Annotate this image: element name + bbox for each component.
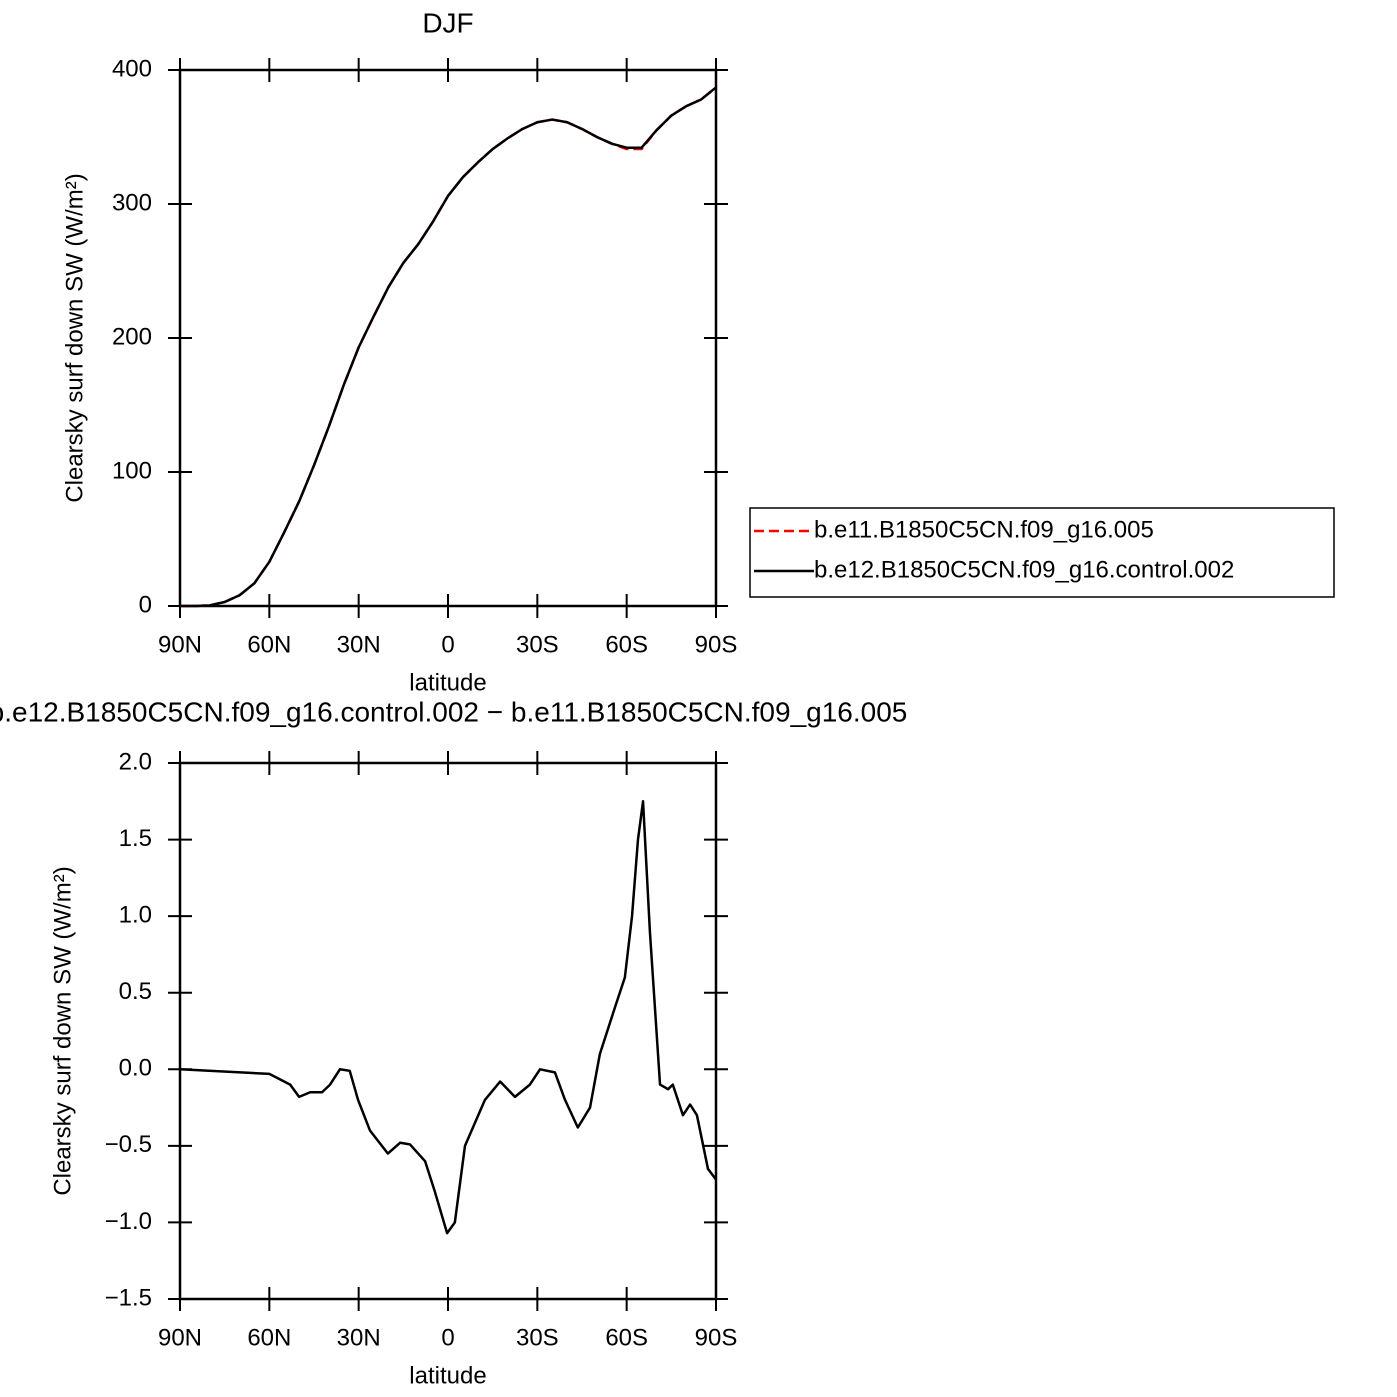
y-tick-label: 0 xyxy=(139,591,152,618)
x-tick-label: 90N xyxy=(158,631,202,658)
x-tick-label: 60S xyxy=(605,631,648,658)
y-tick-label: −0.5 xyxy=(105,1131,152,1158)
x-tick-label: 90S xyxy=(695,1324,738,1351)
y-tick-label: −1.5 xyxy=(105,1284,152,1311)
x-tick-label: 90S xyxy=(695,631,738,658)
chart-title: b.e12.B1850C5CN.f09_g16.control.002 − b.… xyxy=(0,696,907,727)
data-line xyxy=(180,86,717,608)
x-tick-label: 0 xyxy=(441,1324,454,1351)
y-axis-label: Clearsky surf down SW (W/m²) xyxy=(49,866,76,1195)
y-axis-label: Clearsky surf down SW (W/m²) xyxy=(61,173,88,502)
y-tick-label: 100 xyxy=(112,457,152,484)
data-line xyxy=(179,800,717,1235)
y-tick-label: 400 xyxy=(112,55,152,82)
y-tick-label: 200 xyxy=(112,323,152,350)
y-tick-label: 0.0 xyxy=(119,1055,152,1082)
x-tick-label: 30S xyxy=(516,631,559,658)
legend-label: b.e11.B1850C5CN.f09_g16.005 xyxy=(814,516,1154,543)
x-tick-label: 90N xyxy=(158,1324,202,1351)
plot-frame xyxy=(178,68,718,608)
x-axis-label: latitude xyxy=(409,669,486,696)
x-tick-label: 30N xyxy=(337,631,381,658)
legend-label: b.e12.B1850C5CN.f09_g16.control.002 xyxy=(814,556,1234,583)
data-line xyxy=(180,86,717,608)
x-tick-label: 60N xyxy=(247,631,291,658)
y-tick-label: 1.5 xyxy=(119,825,152,852)
y-tick-label: 0.5 xyxy=(119,978,152,1005)
x-tick-label: 60N xyxy=(247,1324,291,1351)
x-axis-label: latitude xyxy=(409,1362,486,1389)
y-tick-label: −1.0 xyxy=(105,1208,152,1235)
x-tick-label: 30S xyxy=(516,1324,559,1351)
y-tick-label: 1.0 xyxy=(119,901,152,928)
chart-title: DJF xyxy=(422,7,473,38)
x-tick-label: 0 xyxy=(441,631,454,658)
plot-frame xyxy=(178,761,718,1301)
y-tick-label: 300 xyxy=(112,189,152,216)
x-tick-label: 60S xyxy=(605,1324,648,1351)
legend-box xyxy=(749,507,1335,598)
y-tick-label: 2.0 xyxy=(119,748,152,775)
x-tick-label: 30N xyxy=(337,1324,381,1351)
